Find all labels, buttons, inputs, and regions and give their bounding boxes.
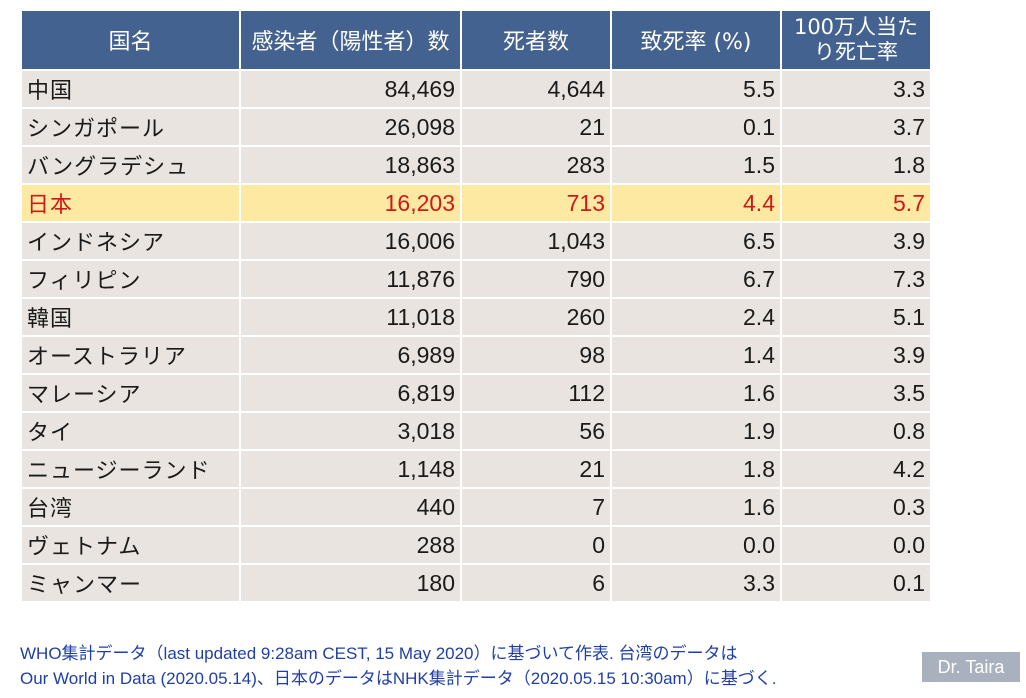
cell-fatality-rate: 1.5 xyxy=(610,145,782,185)
cell-country: インドネシア xyxy=(20,221,241,261)
header-country: 国名 xyxy=(20,9,241,71)
table-row: タイ 3,018 56 1.9 0.8 xyxy=(20,411,932,451)
table-row: フィリピン 11,876 790 6.7 7.3 xyxy=(20,259,932,299)
table-row: ヴェトナム 288 0 0.0 0.0 xyxy=(20,525,932,565)
cell-country: フィリピン xyxy=(20,259,241,299)
header-deaths: 死者数 xyxy=(460,9,612,71)
cell-deaths-per-million: 3.5 xyxy=(780,373,932,413)
table-row: オーストラリア 6,989 98 1.4 3.9 xyxy=(20,335,932,375)
covid-stats-table: 国名 感染者（陽性者）数 死者数 致死率 (%) 100万人当たり死亡率 中国 8… xyxy=(20,9,932,603)
cell-deaths: 4,644 xyxy=(460,69,612,109)
cell-deaths: 56 xyxy=(460,411,612,451)
cell-deaths: 21 xyxy=(460,107,612,147)
cell-fatality-rate: 5.5 xyxy=(610,69,782,109)
cell-deaths-per-million: 4.2 xyxy=(780,449,932,489)
cell-country: ミャンマー xyxy=(20,563,241,603)
author-credit: Dr. Taira xyxy=(922,652,1020,682)
cell-deaths-per-million: 5.7 xyxy=(780,183,932,223)
cell-fatality-rate: 4.4 xyxy=(610,183,782,223)
source-footnote: WHO集計データ（last updated 9:28am CEST, 15 Ma… xyxy=(20,641,920,691)
cell-fatality-rate: 3.3 xyxy=(610,563,782,603)
cell-cases: 6,989 xyxy=(239,335,462,375)
cell-country: バングラデシュ xyxy=(20,145,241,185)
cell-cases: 11,876 xyxy=(239,259,462,299)
cell-deaths-per-million: 5.1 xyxy=(780,297,932,337)
cell-deaths: 112 xyxy=(460,373,612,413)
cell-deaths-per-million: 3.9 xyxy=(780,335,932,375)
cell-fatality-rate: 1.8 xyxy=(610,449,782,489)
table-row: 台湾 440 7 1.6 0.3 xyxy=(20,487,932,527)
cell-cases: 26,098 xyxy=(239,107,462,147)
table-row: ミャンマー 180 6 3.3 0.1 xyxy=(20,563,932,603)
cell-cases: 180 xyxy=(239,563,462,603)
cell-country: ヴェトナム xyxy=(20,525,241,565)
cell-cases: 6,819 xyxy=(239,373,462,413)
cell-fatality-rate: 1.6 xyxy=(610,373,782,413)
cell-country: 台湾 xyxy=(20,487,241,527)
cell-deaths-per-million: 1.8 xyxy=(780,145,932,185)
cell-deaths: 283 xyxy=(460,145,612,185)
cell-country: タイ xyxy=(20,411,241,451)
cell-fatality-rate: 0.1 xyxy=(610,107,782,147)
cell-deaths-per-million: 7.3 xyxy=(780,259,932,299)
cell-deaths: 7 xyxy=(460,487,612,527)
footnote-line-2: Our World in Data (2020.05.14)、日本のデータはNH… xyxy=(20,669,777,688)
header-cases: 感染者（陽性者）数 xyxy=(239,9,462,71)
cell-fatality-rate: 0.0 xyxy=(610,525,782,565)
cell-fatality-rate: 2.4 xyxy=(610,297,782,337)
cell-cases: 1,148 xyxy=(239,449,462,489)
cell-deaths: 0 xyxy=(460,525,612,565)
table-row: マレーシア 6,819 112 1.6 3.5 xyxy=(20,373,932,413)
cell-deaths: 21 xyxy=(460,449,612,489)
cell-deaths-per-million: 3.3 xyxy=(780,69,932,109)
cell-cases: 3,018 xyxy=(239,411,462,451)
cell-cases: 288 xyxy=(239,525,462,565)
cell-country: 韓国 xyxy=(20,297,241,337)
table-row: 韓国 11,018 260 2.4 5.1 xyxy=(20,297,932,337)
cell-deaths: 1,043 xyxy=(460,221,612,261)
cell-deaths-per-million: 0.8 xyxy=(780,411,932,451)
table-header-row: 国名 感染者（陽性者）数 死者数 致死率 (%) 100万人当たり死亡率 xyxy=(20,9,932,71)
cell-country: ニュージーランド xyxy=(20,449,241,489)
cell-deaths: 6 xyxy=(460,563,612,603)
footnote-line-1: WHO集計データ（last updated 9:28am CEST, 15 Ma… xyxy=(20,644,738,663)
cell-fatality-rate: 1.6 xyxy=(610,487,782,527)
table-row: シンガポール 26,098 21 0.1 3.7 xyxy=(20,107,932,147)
cell-deaths-per-million: 0.3 xyxy=(780,487,932,527)
header-fatality-rate: 致死率 (%) xyxy=(610,9,782,71)
cell-deaths: 713 xyxy=(460,183,612,223)
table-body: 中国 84,469 4,644 5.5 3.3 シンガポール 26,098 21 0.1 3.7 バ… xyxy=(20,69,932,603)
cell-country: 中国 xyxy=(20,69,241,109)
table-row: ニュージーランド 1,148 21 1.8 4.2 xyxy=(20,449,932,489)
cell-fatality-rate: 1.4 xyxy=(610,335,782,375)
cell-deaths-per-million: 3.9 xyxy=(780,221,932,261)
cell-fatality-rate: 1.9 xyxy=(610,411,782,451)
cell-cases: 16,203 xyxy=(239,183,462,223)
cell-cases: 440 xyxy=(239,487,462,527)
cell-deaths: 98 xyxy=(460,335,612,375)
cell-deaths: 790 xyxy=(460,259,612,299)
cell-cases: 16,006 xyxy=(239,221,462,261)
cell-country: オーストラリア xyxy=(20,335,241,375)
table-row: 中国 84,469 4,644 5.5 3.3 xyxy=(20,69,932,109)
cell-deaths-per-million: 0.1 xyxy=(780,563,932,603)
table-row: 日本 16,203 713 4.4 5.7 xyxy=(20,183,932,223)
cell-country: 日本 xyxy=(20,183,241,223)
cell-cases: 11,018 xyxy=(239,297,462,337)
cell-cases: 84,469 xyxy=(239,69,462,109)
header-deaths-per-million: 100万人当たり死亡率 xyxy=(780,9,932,71)
table-row: バングラデシュ 18,863 283 1.5 1.8 xyxy=(20,145,932,185)
cell-cases: 18,863 xyxy=(239,145,462,185)
cell-deaths-per-million: 3.7 xyxy=(780,107,932,147)
cell-country: マレーシア xyxy=(20,373,241,413)
cell-deaths-per-million: 0.0 xyxy=(780,525,932,565)
cell-fatality-rate: 6.5 xyxy=(610,221,782,261)
cell-fatality-rate: 6.7 xyxy=(610,259,782,299)
cell-deaths: 260 xyxy=(460,297,612,337)
table-row: インドネシア 16,006 1,043 6.5 3.9 xyxy=(20,221,932,261)
cell-country: シンガポール xyxy=(20,107,241,147)
